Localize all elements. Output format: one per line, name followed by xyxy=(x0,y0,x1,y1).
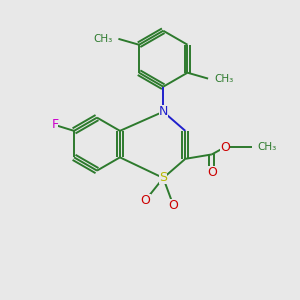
Text: S: S xyxy=(159,172,167,184)
Text: CH₃: CH₃ xyxy=(214,74,233,84)
Text: O: O xyxy=(220,141,230,154)
Text: O: O xyxy=(207,166,217,178)
Text: O: O xyxy=(169,200,178,212)
Text: N: N xyxy=(159,105,168,118)
Text: O: O xyxy=(141,194,151,207)
Text: CH₃: CH₃ xyxy=(93,34,112,44)
Text: F: F xyxy=(51,118,58,131)
Text: CH₃: CH₃ xyxy=(257,142,277,152)
